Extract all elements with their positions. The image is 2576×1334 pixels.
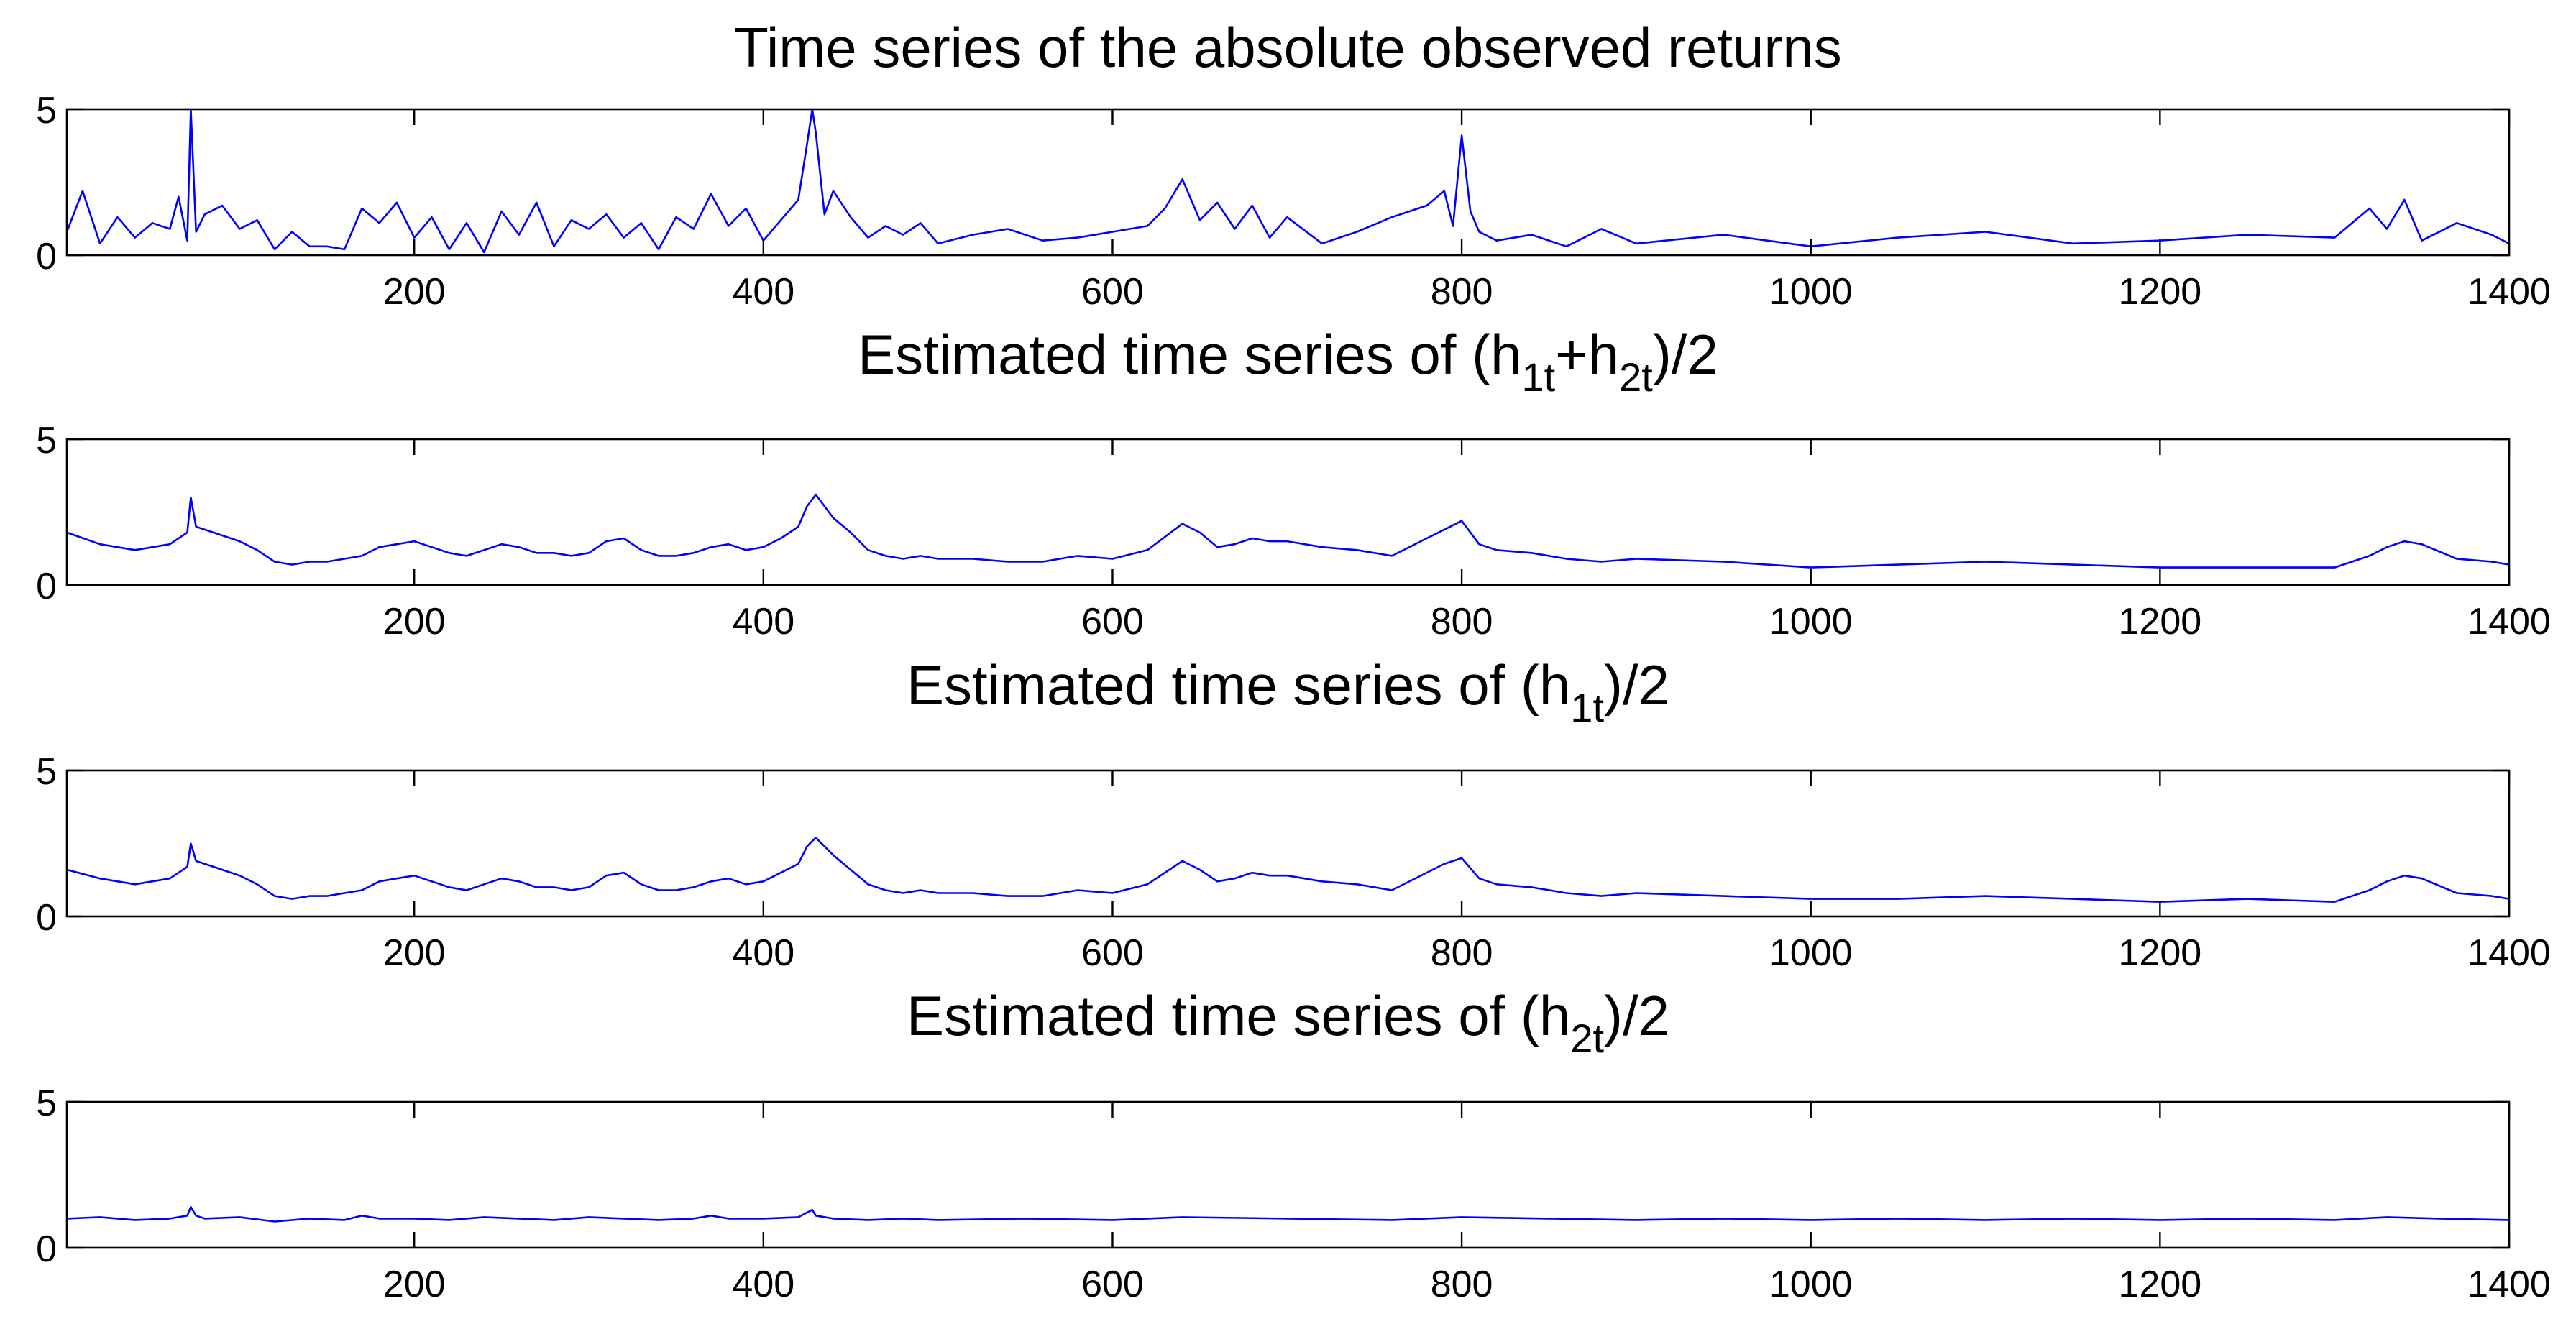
- x-tick-label: 800: [1431, 271, 1493, 313]
- x-tick-label: 1000: [1769, 271, 1853, 313]
- panel-2: Estimated time series of (h1t+h2t)/2 200 4…: [36, 323, 2551, 643]
- x-tick-label: 200: [383, 271, 446, 313]
- x-tick-label: 1400: [2467, 601, 2551, 643]
- title-text: Estimated time series of (h: [907, 984, 1570, 1047]
- panel-title: Estimated time series of (h1t)/2: [907, 653, 1669, 730]
- series-line-1: [67, 493, 2509, 569]
- title-subscript: 1t: [1570, 685, 1604, 730]
- panel-4: Estimated time series of (h2t)/2 200 400 60…: [36, 984, 2551, 1305]
- x-tick-label: 1000: [1769, 932, 1853, 974]
- y-tick-label: 5: [36, 420, 57, 461]
- x-tick-label: 1200: [2119, 932, 2202, 974]
- title-text: )/2: [1604, 984, 1669, 1047]
- panel-title: Estimated time series of (h1t+h2t)/2: [858, 323, 1718, 400]
- panel-3: Estimated time series of (h1t)/2 200 400 60…: [36, 653, 2551, 974]
- panels: Time series of the absolute observed ret…: [36, 16, 2551, 1305]
- y-tick-label: 0: [36, 1228, 57, 1270]
- x-tick-label: 1200: [2119, 601, 2202, 643]
- series-line-1: [67, 837, 2509, 903]
- title-text: Time series of the absolute observed ret…: [734, 16, 1842, 79]
- title-subscript: 2t: [1570, 1016, 1604, 1061]
- title-subscript: 2t: [1619, 354, 1653, 400]
- series-line-1: [67, 109, 2509, 254]
- x-tick-label: 600: [1081, 1264, 1144, 1305]
- series-line-1: [67, 1205, 2509, 1223]
- y-tick-label: 5: [36, 90, 57, 132]
- x-tick-label: 600: [1081, 601, 1144, 643]
- y-tick-label: 0: [36, 897, 57, 939]
- plot-frame: [65, 1100, 2511, 1249]
- plot-frame: [65, 769, 2511, 918]
- x-tick-label: 1400: [2467, 932, 2551, 974]
- x-tick-label: 1200: [2119, 1264, 2202, 1305]
- x-tick-label: 1200: [2119, 271, 2202, 313]
- x-tick-label: 400: [732, 601, 794, 643]
- x-tick-label: 400: [732, 271, 794, 313]
- y-tick-label: 0: [36, 236, 57, 277]
- title-text: )/2: [1604, 653, 1669, 717]
- y-tick-label: 0: [36, 566, 57, 607]
- title-text: Estimated time series of (h: [858, 323, 1521, 386]
- panel-1: Time series of the absolute observed ret…: [36, 16, 2551, 313]
- x-tick-label: 400: [732, 1264, 794, 1305]
- title-subscript: 1t: [1521, 354, 1555, 400]
- panel-title: Time series of the absolute observed ret…: [734, 16, 1842, 79]
- x-tick-label: 600: [1081, 932, 1144, 974]
- x-tick-label: 1400: [2467, 1264, 2551, 1305]
- x-tick-label: 400: [732, 932, 794, 974]
- x-tick-label: 1000: [1769, 601, 1853, 643]
- x-tick-label: 200: [383, 932, 446, 974]
- title-text: Estimated time series of (h: [907, 653, 1570, 717]
- x-tick-label: 600: [1081, 271, 1144, 313]
- panel-title: Estimated time series of (h2t)/2: [907, 984, 1669, 1061]
- plot-frame: [65, 108, 2511, 257]
- x-tick-label: 200: [383, 1264, 446, 1305]
- plot-frame: [65, 438, 2511, 586]
- x-tick-label: 800: [1431, 932, 1493, 974]
- title-text: +h: [1555, 323, 1619, 386]
- y-tick-label: 5: [36, 1082, 57, 1124]
- x-tick-label: 1400: [2467, 271, 2551, 313]
- x-tick-label: 1000: [1769, 1264, 1853, 1305]
- y-tick-label: 5: [36, 751, 57, 793]
- x-tick-label: 800: [1431, 1264, 1493, 1305]
- x-tick-label: 800: [1431, 601, 1493, 643]
- title-text: )/2: [1653, 323, 1718, 386]
- x-tick-label: 200: [383, 601, 446, 643]
